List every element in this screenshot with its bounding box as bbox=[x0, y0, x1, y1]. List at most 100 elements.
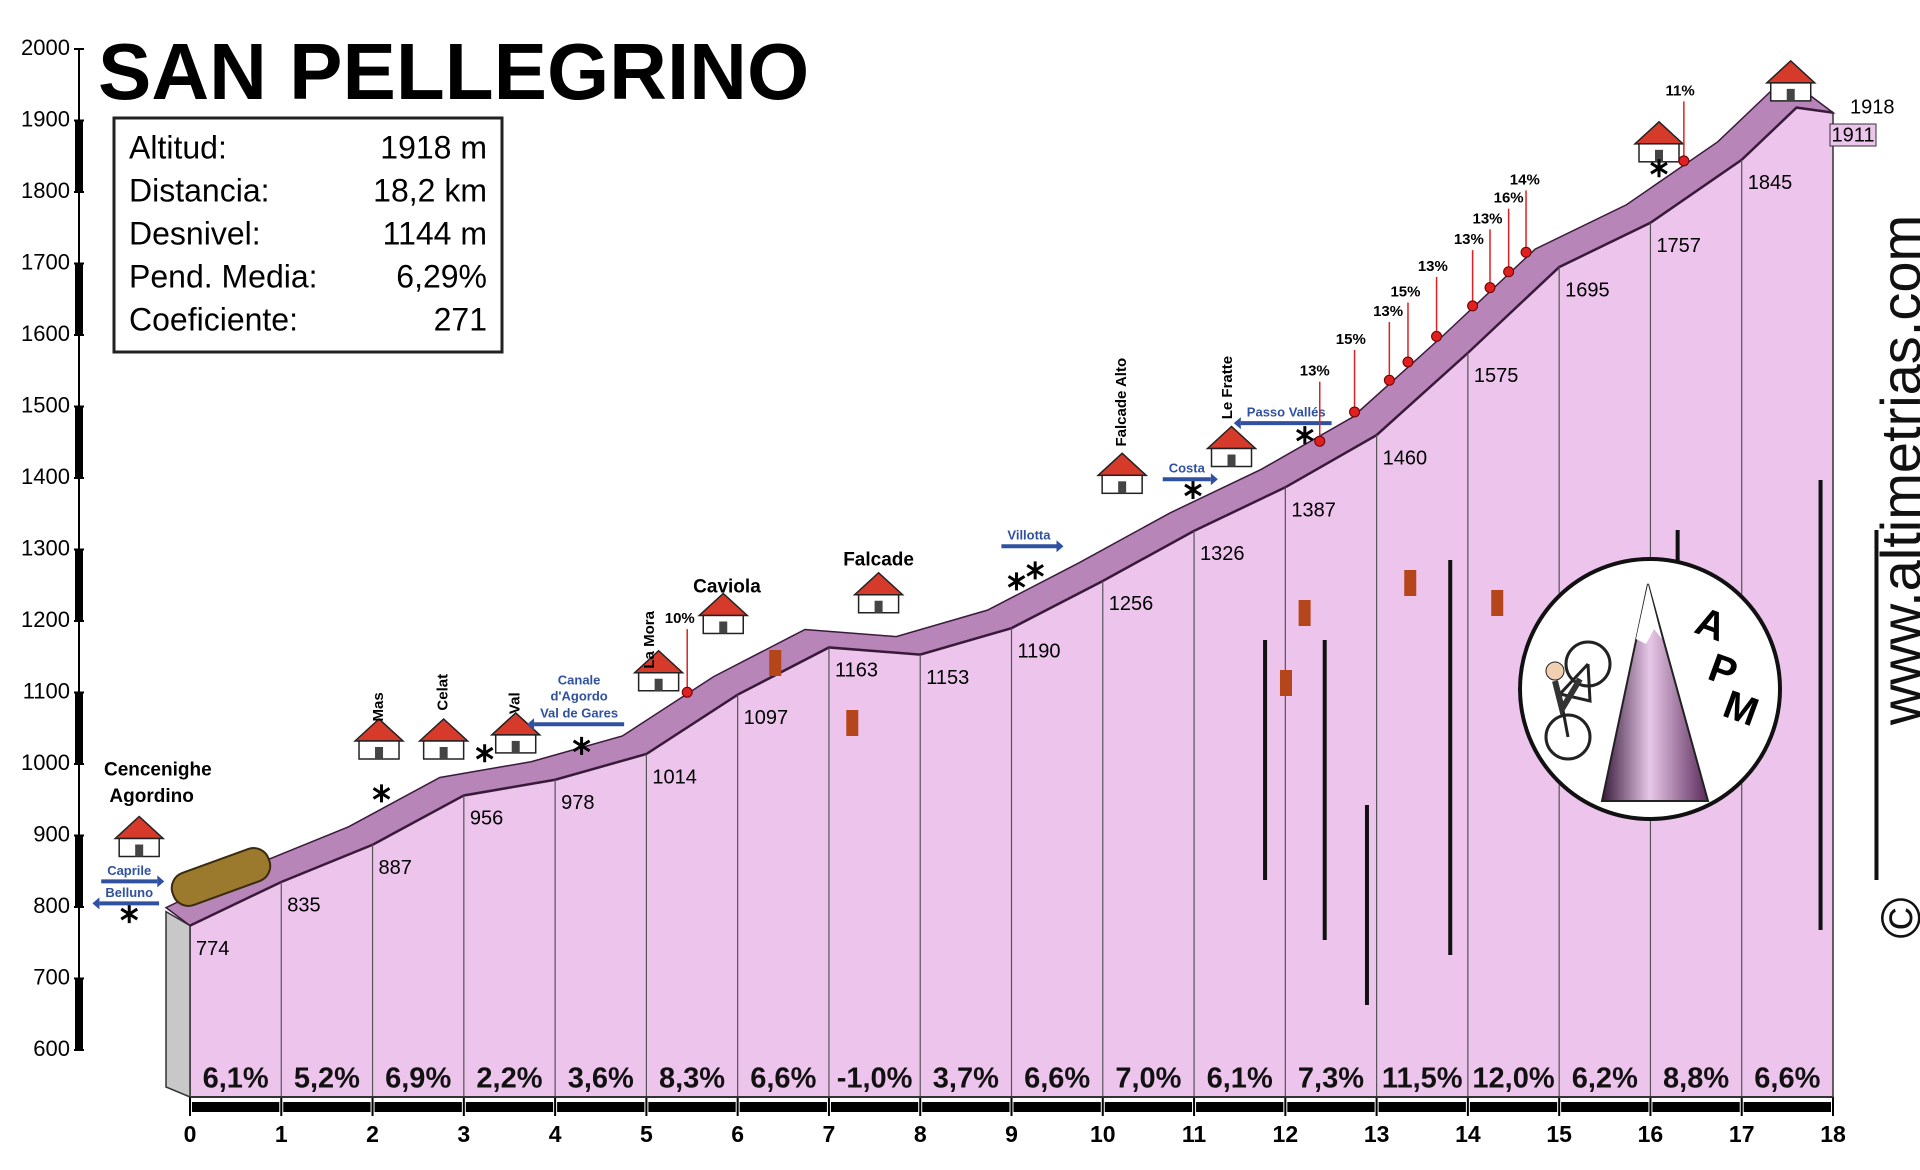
x-tick-label: 12 bbox=[1273, 1121, 1299, 1147]
place-label: Cencenighe bbox=[104, 759, 212, 780]
elevation-label: 1153 bbox=[926, 667, 969, 689]
house-roof bbox=[113, 815, 166, 840]
road-sign: Costa bbox=[1169, 461, 1206, 476]
km-bar bbox=[283, 1102, 371, 1112]
house-roof bbox=[417, 717, 470, 742]
km-bar bbox=[1196, 1102, 1284, 1112]
house-door bbox=[511, 740, 520, 753]
y-tick-label: 1600 bbox=[21, 321, 70, 346]
star bbox=[1026, 561, 1044, 580]
elevation-label: 1097 bbox=[744, 707, 789, 729]
elevation-label: 1695 bbox=[1565, 279, 1610, 301]
elevation-label: 1256 bbox=[1109, 593, 1154, 615]
place-label: Falcade bbox=[843, 550, 914, 571]
x-tick-label: 18 bbox=[1820, 1121, 1846, 1147]
house-door bbox=[439, 747, 448, 759]
grade-label: 13% bbox=[1373, 303, 1403, 320]
x-tick-label: 5 bbox=[640, 1121, 653, 1147]
elevation-label: 1845 bbox=[1748, 172, 1793, 194]
road-sign: Canale bbox=[558, 673, 601, 688]
stat-label: Pend. Media: bbox=[129, 258, 318, 294]
x-tick-label: 16 bbox=[1638, 1121, 1664, 1147]
house-roof bbox=[1633, 120, 1685, 145]
stat-label: Coeficiente: bbox=[129, 301, 298, 337]
y-tick-label: 1700 bbox=[21, 249, 70, 274]
gradient-label: 6,1% bbox=[203, 1063, 269, 1095]
road-sign: Val de Gares bbox=[540, 706, 618, 721]
grade-dot bbox=[1678, 155, 1690, 167]
x-tick-label: 4 bbox=[549, 1121, 562, 1147]
y-tick-label: 1100 bbox=[23, 678, 70, 703]
grade-label: 15% bbox=[1390, 283, 1420, 300]
stats: Altitud: 1918 m Distancia: 18,2 km Desnivel:… bbox=[129, 129, 487, 337]
road-sign: Caprile bbox=[107, 863, 151, 878]
gradient-label: 6,2% bbox=[1572, 1063, 1638, 1095]
grade-label: 15% bbox=[1336, 331, 1366, 348]
elevation-label: 1460 bbox=[1383, 447, 1428, 469]
house-door bbox=[719, 621, 728, 634]
grade-label: 13% bbox=[1300, 363, 1330, 380]
elevation-label: 887 bbox=[379, 857, 412, 879]
km-bar bbox=[648, 1102, 736, 1112]
km-bar bbox=[1378, 1102, 1466, 1112]
grade-dot bbox=[1383, 374, 1395, 386]
km-bar bbox=[1561, 1102, 1649, 1112]
road-sign: d'Agordo bbox=[550, 689, 607, 704]
stats-box bbox=[112, 116, 504, 354]
star bbox=[120, 905, 139, 924]
y-tick-label: 800 bbox=[33, 893, 70, 918]
finish-box bbox=[1829, 123, 1877, 147]
y-tick-label: 1300 bbox=[21, 535, 70, 560]
y-tick-label: 600 bbox=[33, 1036, 70, 1061]
elevation-label: 1575 bbox=[1474, 365, 1519, 387]
house-roof bbox=[1764, 59, 1817, 84]
y-tick-label: 1400 bbox=[21, 464, 70, 489]
place-label: Falcade Alto bbox=[1113, 358, 1130, 447]
summit-label: 1918 bbox=[1850, 96, 1895, 118]
x-tick-label: 17 bbox=[1729, 1121, 1755, 1147]
road-sign: Villotta bbox=[1007, 528, 1051, 543]
grade-dot bbox=[1484, 282, 1496, 294]
km-bar bbox=[739, 1102, 827, 1112]
km-bar bbox=[557, 1102, 645, 1112]
star bbox=[1650, 159, 1668, 178]
gradient-label: 8,8% bbox=[1663, 1063, 1729, 1095]
y-tick-label: 700 bbox=[33, 964, 70, 989]
place-label: Val bbox=[507, 692, 524, 714]
stat-value: 18,2 km bbox=[373, 172, 487, 208]
grade-dot bbox=[1431, 330, 1443, 342]
stat-label: Distancia: bbox=[129, 172, 270, 208]
y-tick-label: 1500 bbox=[21, 392, 70, 417]
grade-label: 13% bbox=[1454, 231, 1484, 248]
km-bar bbox=[1469, 1102, 1558, 1112]
km-bar bbox=[1104, 1102, 1193, 1112]
road-marker bbox=[1279, 670, 1292, 696]
logo-wheel bbox=[1544, 713, 1592, 761]
place-label: Celat bbox=[435, 674, 452, 711]
stat-value: 271 bbox=[434, 301, 487, 337]
x-tick-label: 0 bbox=[184, 1121, 197, 1147]
y-tick-label: 1000 bbox=[21, 750, 70, 775]
km-bar bbox=[1652, 1102, 1740, 1112]
star bbox=[572, 736, 591, 755]
road-marker bbox=[769, 650, 782, 676]
grade-dot bbox=[1402, 356, 1414, 368]
logo: APM bbox=[1518, 557, 1782, 821]
km-bar bbox=[1743, 1102, 1831, 1112]
tunnel bbox=[170, 847, 272, 907]
x-tick-label: 2 bbox=[366, 1121, 379, 1147]
x-tick-label: 15 bbox=[1546, 1121, 1572, 1147]
road-sign: Belluno bbox=[105, 885, 153, 900]
gradient-label: 8,3% bbox=[659, 1063, 725, 1095]
stat-value: 1918 m bbox=[380, 129, 487, 165]
elevation-label: 1190 bbox=[1018, 640, 1061, 662]
gradient-label: -1,0% bbox=[837, 1063, 913, 1095]
gradient-label: 5,2% bbox=[294, 1063, 360, 1095]
elevation-label: 1387 bbox=[1291, 500, 1336, 522]
house-roof bbox=[1096, 452, 1149, 477]
copyright: © bbox=[1869, 897, 1920, 938]
y-tick-label: 900 bbox=[33, 821, 70, 846]
grade-label: 10% bbox=[665, 610, 695, 627]
km-bar bbox=[374, 1102, 462, 1112]
